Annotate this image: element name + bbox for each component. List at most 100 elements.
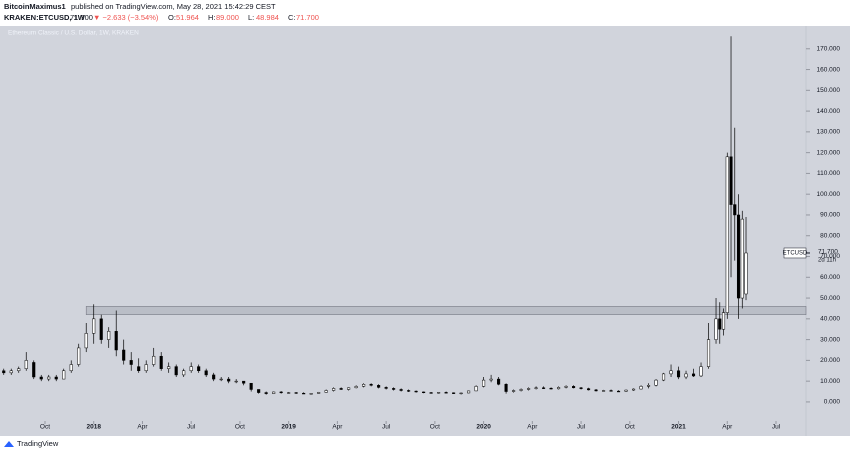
candle-body [144, 364, 148, 372]
brand: TradingView [4, 439, 59, 448]
candle-body [721, 312, 726, 330]
candle-body [733, 204, 737, 216]
y-tick-label: 150.000 [817, 87, 841, 94]
y-tick-label: 110.000 [817, 170, 840, 177]
candle-body [137, 366, 141, 372]
candle-body [452, 392, 456, 394]
candle-body [2, 370, 6, 374]
candle-body [504, 384, 508, 392]
candle-body [77, 347, 81, 365]
candle-body [399, 389, 403, 391]
last-price-label: 71.700 [818, 249, 838, 256]
symbol-box [783, 247, 807, 259]
y-tick-label: 90.000 [820, 212, 840, 219]
candle-body [174, 366, 178, 376]
candle-body [279, 391, 283, 394]
candle-body [17, 368, 21, 372]
candle-body [527, 388, 531, 390]
candle-body [152, 355, 156, 365]
symbol: KRAKEN:ETCUSD, 1W [4, 13, 86, 22]
candle-body [339, 388, 343, 390]
candle-body [587, 388, 591, 391]
y-tick-label: 60.000 [820, 274, 840, 281]
x-tick-label: 2018 [86, 424, 101, 431]
y-tick-label: 10.000 [820, 378, 840, 385]
y-tick-label: 170.000 [817, 45, 841, 52]
candle-body [572, 386, 576, 389]
x-tick-label: 2020 [476, 424, 491, 431]
x-tick-label: Apr [332, 424, 343, 431]
candle-body [736, 214, 741, 299]
candle-body [609, 390, 613, 392]
candle-body [377, 385, 381, 388]
candle-body [227, 378, 231, 382]
candle-body [9, 370, 13, 374]
candle-body [725, 156, 729, 313]
y-tick-label: 100.000 [817, 191, 841, 198]
countdown: 2d 11h [818, 258, 836, 264]
candle-body [24, 360, 28, 369]
candle-body [257, 389, 261, 393]
symbol-label: ETCUSD [783, 251, 808, 257]
candle-body [182, 370, 186, 376]
candle-body [197, 366, 201, 372]
candle-body [429, 392, 433, 394]
candle-body [482, 379, 486, 387]
candle-body [714, 318, 718, 340]
candle-body [654, 379, 658, 386]
ohlc-key: C: [288, 13, 296, 22]
candle-body [129, 360, 133, 365]
last-price: 71.700 [70, 13, 93, 22]
candle-body [189, 366, 193, 372]
candle-body [54, 376, 58, 380]
y-tick-label: 140.000 [817, 108, 841, 115]
candle-body [62, 370, 66, 380]
candle-body [639, 386, 643, 390]
candle-body [249, 382, 253, 390]
candle-body [264, 392, 268, 394]
candle-body [272, 391, 276, 394]
y-tick-label: 40.000 [820, 316, 840, 323]
candle-body [691, 373, 696, 377]
candle-body [219, 378, 223, 381]
candle-body [534, 387, 538, 389]
candle-body [354, 386, 358, 389]
x-tick-label: Apr [527, 424, 538, 431]
candle-body [407, 390, 411, 392]
candle-body [602, 390, 606, 392]
candle-body [437, 392, 441, 394]
candle-body [676, 370, 681, 378]
candle-body [384, 387, 388, 389]
y-tick-label: 50.000 [820, 295, 840, 302]
candle-body [167, 366, 171, 369]
ohlc-value: 48.984 [256, 13, 279, 22]
change: ▼ −2.633 (−3.54%) [93, 13, 159, 22]
candle-body [422, 391, 426, 394]
ohlc-key: H: [208, 13, 216, 22]
candle-body [684, 373, 688, 378]
candle-body [309, 393, 313, 395]
published: published on TradingView.com, May 28, 20… [71, 2, 276, 11]
publisher: BitcoinMaximus1 [4, 2, 66, 11]
y-tick-label: 0.000 [824, 399, 841, 406]
candle-body [317, 392, 321, 394]
candle-body [729, 156, 733, 205]
candle-body [324, 390, 328, 393]
candle-body [718, 318, 722, 330]
candle-body [740, 218, 744, 299]
candle-body [661, 373, 666, 381]
brand-text: TradingView [17, 439, 59, 448]
logo [4, 441, 14, 447]
candle-body [39, 376, 43, 380]
candle-body [234, 380, 238, 383]
candle-body [414, 390, 418, 393]
candle-body [47, 376, 51, 380]
ohlc-value: 51.964 [176, 13, 199, 22]
x-tick-label: Jul [382, 424, 391, 431]
candle-body [84, 333, 88, 349]
x-tick-label: Jul [772, 424, 781, 431]
candle-body [204, 370, 208, 376]
candle-body [362, 384, 366, 387]
x-tick-label: Oct [235, 424, 245, 431]
candle-body [557, 387, 561, 390]
